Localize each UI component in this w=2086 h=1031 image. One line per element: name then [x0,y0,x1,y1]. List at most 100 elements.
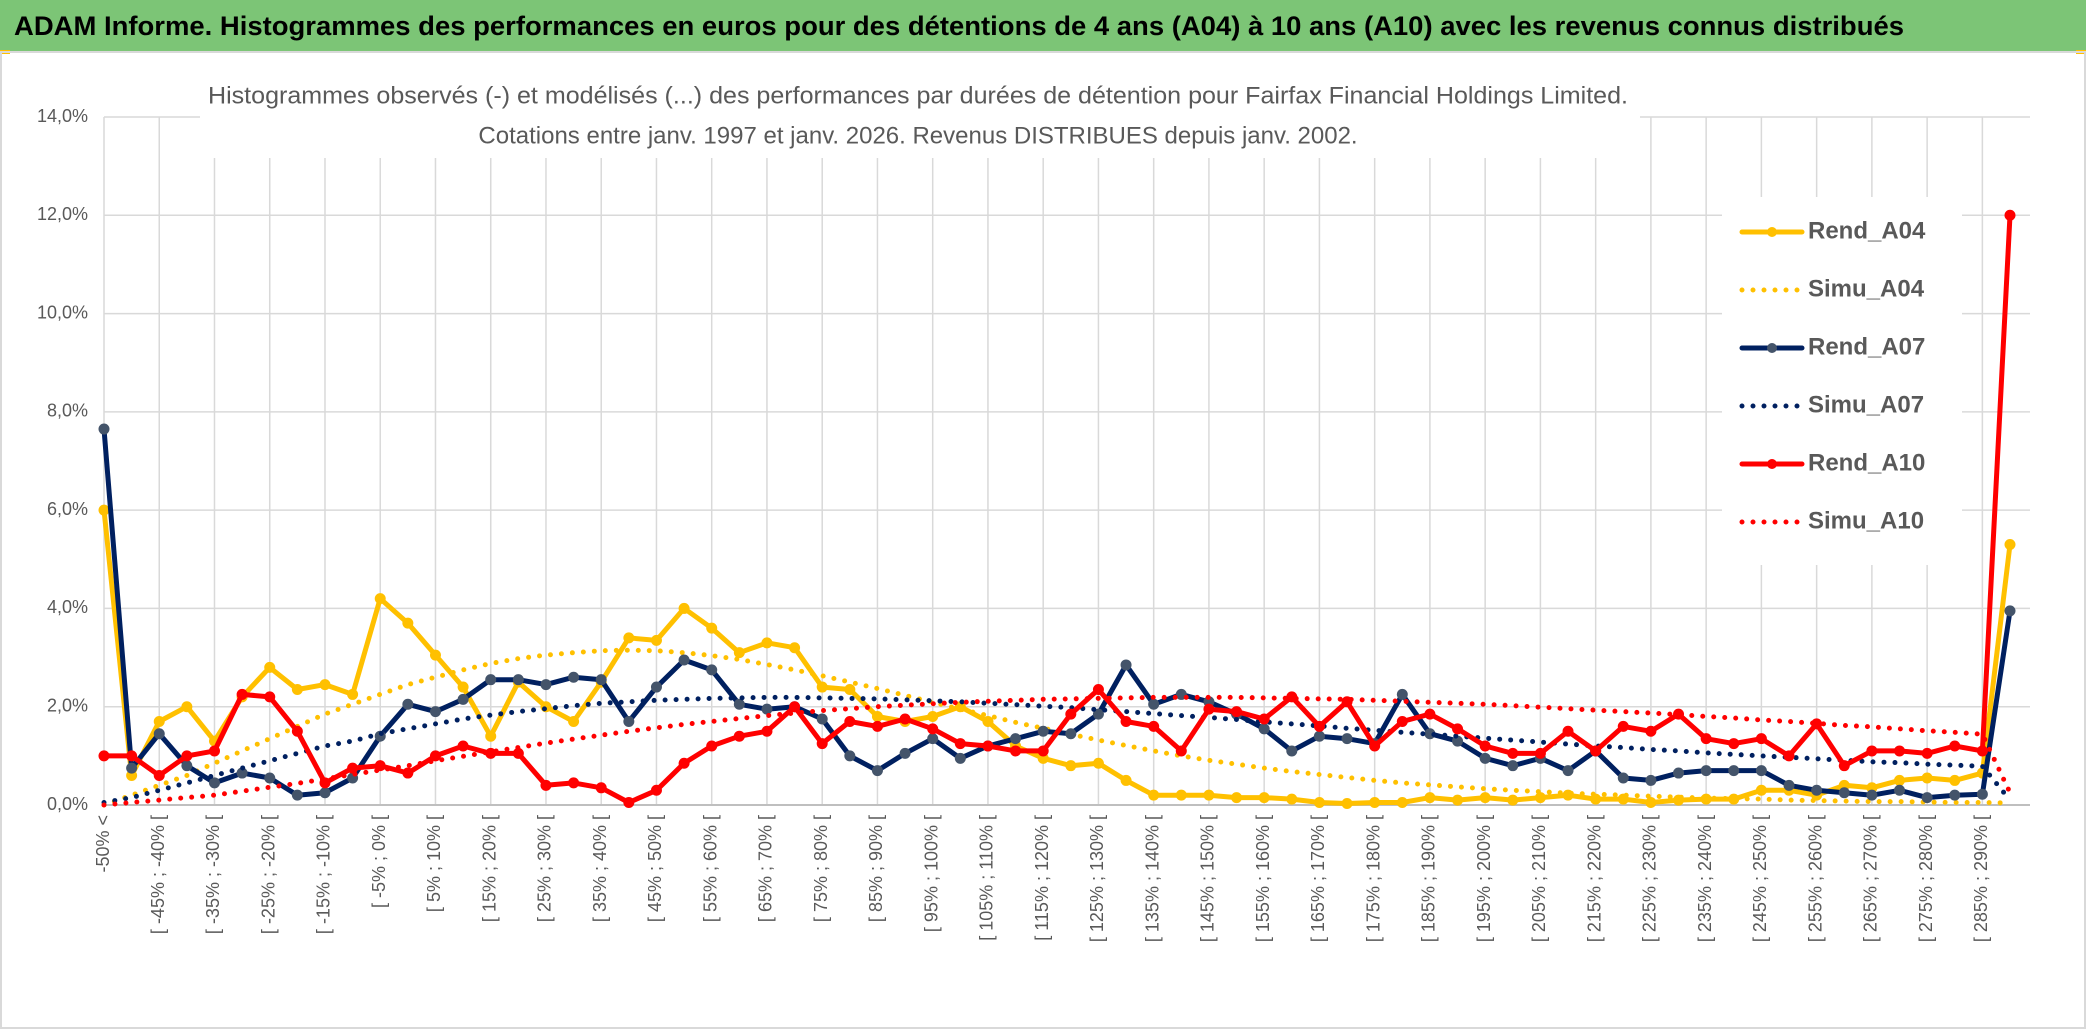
x-tick-label: [ 55% ; 60% [ [700,815,720,922]
y-tick-label: 12,0% [37,204,88,224]
point [1562,765,1574,777]
point [291,684,303,696]
x-tick-label: [ -5% ; 0% [ [369,815,389,908]
point [181,750,193,762]
point [1645,774,1657,786]
point [899,747,911,759]
point [1590,745,1602,757]
point [236,688,248,700]
point [98,423,110,435]
point [1258,713,1270,725]
point [1203,703,1215,715]
point [208,777,220,789]
point [1092,708,1104,720]
point [1148,698,1160,710]
point [1065,728,1077,740]
legend: Rend_A04 Simu_A04 Rend_A07 Simu_A07 Rend_A10… [1722,197,1962,565]
title-box [200,76,1640,158]
point [1341,733,1353,745]
point [1894,784,1906,796]
point [816,738,828,750]
point [1700,733,1712,745]
y-tick-label: 8,0% [47,401,88,421]
chart-frame [0,51,2086,1029]
point [1728,738,1740,750]
page-title: ADAM Informe. Histogrammes des performan… [14,11,1904,41]
x-tick-label: [ 165% ; 170% [ [1308,815,1328,942]
point [1120,715,1132,727]
x-tick-label: [ 225% ; 230% [ [1640,815,1660,942]
point [1452,723,1464,735]
point [650,681,662,693]
point [1369,797,1381,809]
point [1894,745,1906,757]
point [485,674,497,686]
x-tick-label: [ -25% ; -20% [ [258,815,278,934]
x-tick-label: [ 35% ; 40% [ [590,815,610,922]
x-tick-label: [ 235% ; 240% [ [1695,815,1715,942]
point [761,703,773,715]
point [1092,757,1104,769]
x-tick-label: [ 65% ; 70% [ [756,815,776,922]
point [347,762,359,774]
legend-label: Rend_A04 [1808,217,1926,244]
point [1866,745,1878,757]
point [1452,794,1464,806]
x-tick-label: [ -45% ; -40% [ [148,815,168,934]
point [1479,792,1491,804]
point [98,750,110,762]
point [319,679,331,691]
point [733,730,745,742]
point [1120,774,1132,786]
point [1065,708,1077,720]
legend-label: Rend_A10 [1808,449,1925,476]
point [595,782,607,794]
x-tick-label: [ 245% ; 250% [ [1750,815,1770,942]
point [871,720,883,732]
point [1783,750,1795,762]
point [540,679,552,691]
x-tick-label: [ 75% ; 80% [ [811,815,831,922]
point [181,701,193,713]
point [1894,774,1906,786]
point [1258,792,1270,804]
point [1673,767,1685,779]
point [678,757,690,769]
point [623,632,635,644]
point [1921,792,1933,804]
x-tick-label: [ 195% ; 200% [ [1474,815,1494,942]
x-tick-label: -50% < [93,815,113,873]
y-tick-label: 6,0% [47,499,88,519]
point [595,674,607,686]
point [733,698,745,710]
point [568,777,580,789]
point [844,750,856,762]
point [1010,733,1022,745]
point [1231,706,1243,718]
legend-label: Simu_A10 [1808,507,1924,534]
point [2004,539,2016,551]
model-line [101,694,2013,808]
point [1479,740,1491,752]
point [678,654,690,666]
x-tick-label: [ -35% ; -30% [ [203,815,223,934]
point [623,797,635,809]
point [1148,789,1160,801]
point [927,733,939,745]
point [1203,789,1215,801]
point [1286,793,1298,805]
point [429,750,441,762]
legend-label: Simu_A04 [1808,275,1925,302]
point [706,664,718,676]
point [374,593,386,605]
point [1424,792,1436,804]
point [706,622,718,634]
point [1231,792,1243,804]
x-tick-label: [ 115% ; 120% [ [1032,815,1052,941]
point [1313,730,1325,742]
point [1617,772,1629,784]
legend-marker [1767,343,1777,353]
point [540,779,552,791]
point [1369,740,1381,752]
